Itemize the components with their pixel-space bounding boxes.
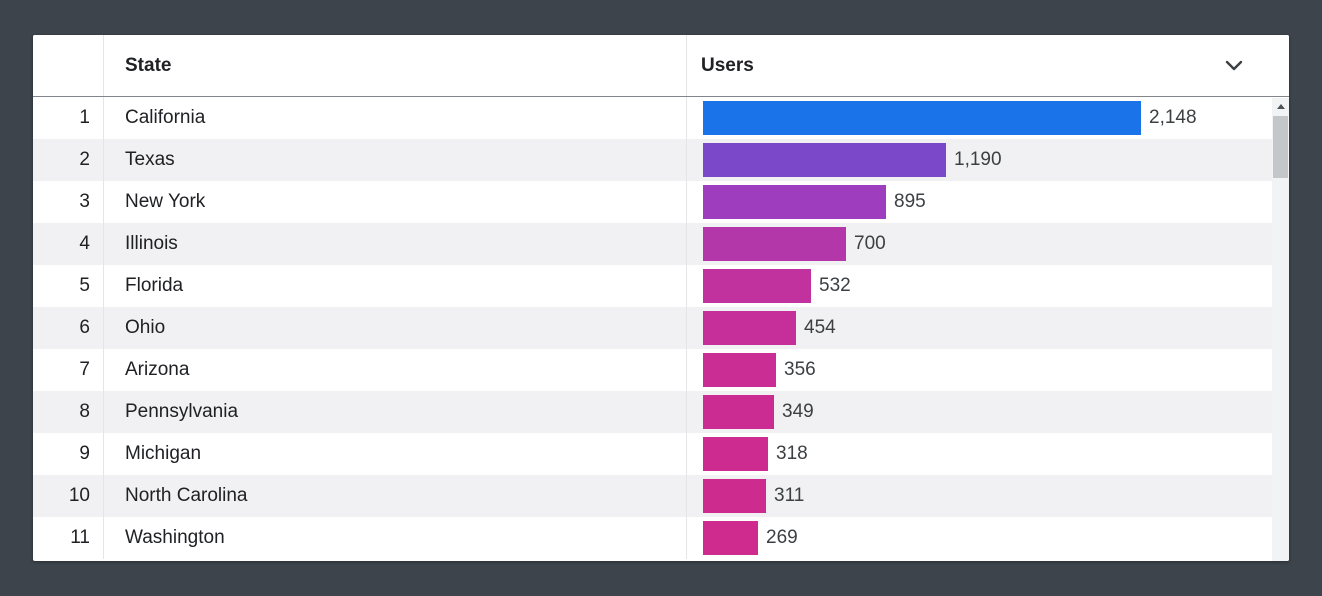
vertical-scrollbar[interactable] — [1272, 98, 1289, 561]
row-users: 1,190 — [686, 139, 1289, 181]
bar-value: 318 — [776, 443, 808, 464]
table-chart-card: State Users 1 California 2,148 2 Texas 1… — [33, 35, 1289, 561]
table-body: 1 California 2,148 2 Texas 1,190 3 New Y… — [33, 97, 1289, 561]
row-state: Ohio — [103, 307, 686, 349]
row-rank: 10 — [68, 485, 90, 506]
table-row[interactable]: 2 Texas 1,190 — [33, 139, 1289, 181]
bar — [703, 101, 1141, 135]
bar — [703, 143, 946, 177]
row-rank: 4 — [79, 233, 90, 254]
row-rank: 11 — [70, 527, 90, 548]
scroll-up-arrow-icon[interactable] — [1272, 98, 1289, 115]
row-state: New York — [103, 181, 686, 223]
row-state: Texas — [103, 139, 686, 181]
row-rank: 5 — [79, 275, 90, 296]
bar — [703, 311, 796, 345]
row-users: 2,148 — [686, 97, 1289, 139]
row-state: Arizona — [103, 349, 686, 391]
table-row[interactable]: 3 New York 895 — [33, 181, 1289, 223]
row-state: Washington — [103, 517, 686, 559]
table-row[interactable]: 10 North Carolina 311 — [33, 475, 1289, 517]
chevron-down-icon[interactable] — [1225, 60, 1243, 72]
table-row[interactable]: 1 California 2,148 — [33, 97, 1289, 139]
row-users: 454 — [686, 307, 1289, 349]
row-state: Florida — [103, 265, 686, 307]
row-state: Illinois — [103, 223, 686, 265]
bar-value: 895 — [894, 191, 926, 212]
row-users: 349 — [686, 391, 1289, 433]
row-state: Michigan — [103, 433, 686, 475]
table-row[interactable]: 9 Michigan 318 — [33, 433, 1289, 475]
row-users: 700 — [686, 223, 1289, 265]
row-state: California — [103, 97, 686, 139]
bar-value: 532 — [819, 275, 851, 296]
table-row[interactable]: 6 Ohio 454 — [33, 307, 1289, 349]
row-users: 318 — [686, 433, 1289, 475]
row-rank: 6 — [79, 317, 90, 338]
row-users: 311 — [686, 475, 1289, 517]
bar-value: 311 — [774, 485, 805, 506]
table-row[interactable]: 5 Florida 532 — [33, 265, 1289, 307]
row-rank: 3 — [79, 191, 90, 212]
column-header-state[interactable]: State — [103, 35, 686, 96]
row-users: 895 — [686, 181, 1289, 223]
bar — [703, 395, 774, 429]
scrollbar-thumb[interactable] — [1273, 116, 1288, 178]
table-header: State Users — [33, 35, 1289, 97]
bar — [703, 227, 846, 261]
bar — [703, 353, 776, 387]
row-rank: 9 — [79, 443, 90, 464]
row-state: Pennsylvania — [103, 391, 686, 433]
bar-value: 269 — [766, 527, 798, 548]
bar — [703, 269, 811, 303]
row-users: 269 — [686, 517, 1289, 559]
row-users: 356 — [686, 349, 1289, 391]
bar-value: 1,190 — [954, 149, 1002, 170]
row-rank: 2 — [79, 149, 90, 170]
bar-value: 2,148 — [1149, 107, 1197, 128]
bar-value: 700 — [854, 233, 886, 254]
row-rank: 1 — [79, 107, 90, 128]
table-row[interactable]: 4 Illinois 700 — [33, 223, 1289, 265]
bar — [703, 521, 758, 555]
row-users: 532 — [686, 265, 1289, 307]
row-rank: 8 — [79, 401, 90, 422]
table-row[interactable]: 7 Arizona 356 — [33, 349, 1289, 391]
bar-value: 356 — [784, 359, 816, 380]
table-row[interactable]: 8 Pennsylvania 349 — [33, 391, 1289, 433]
bar-value: 349 — [782, 401, 814, 422]
row-state: North Carolina — [103, 475, 686, 517]
column-header-users[interactable]: Users — [686, 35, 1289, 96]
row-rank: 7 — [79, 359, 90, 380]
bar-value: 454 — [804, 317, 836, 338]
column-header-rank — [33, 35, 103, 96]
bar — [703, 479, 766, 513]
bar — [703, 437, 768, 471]
table-row[interactable]: 11 Washington 269 — [33, 517, 1289, 559]
bar — [703, 185, 886, 219]
